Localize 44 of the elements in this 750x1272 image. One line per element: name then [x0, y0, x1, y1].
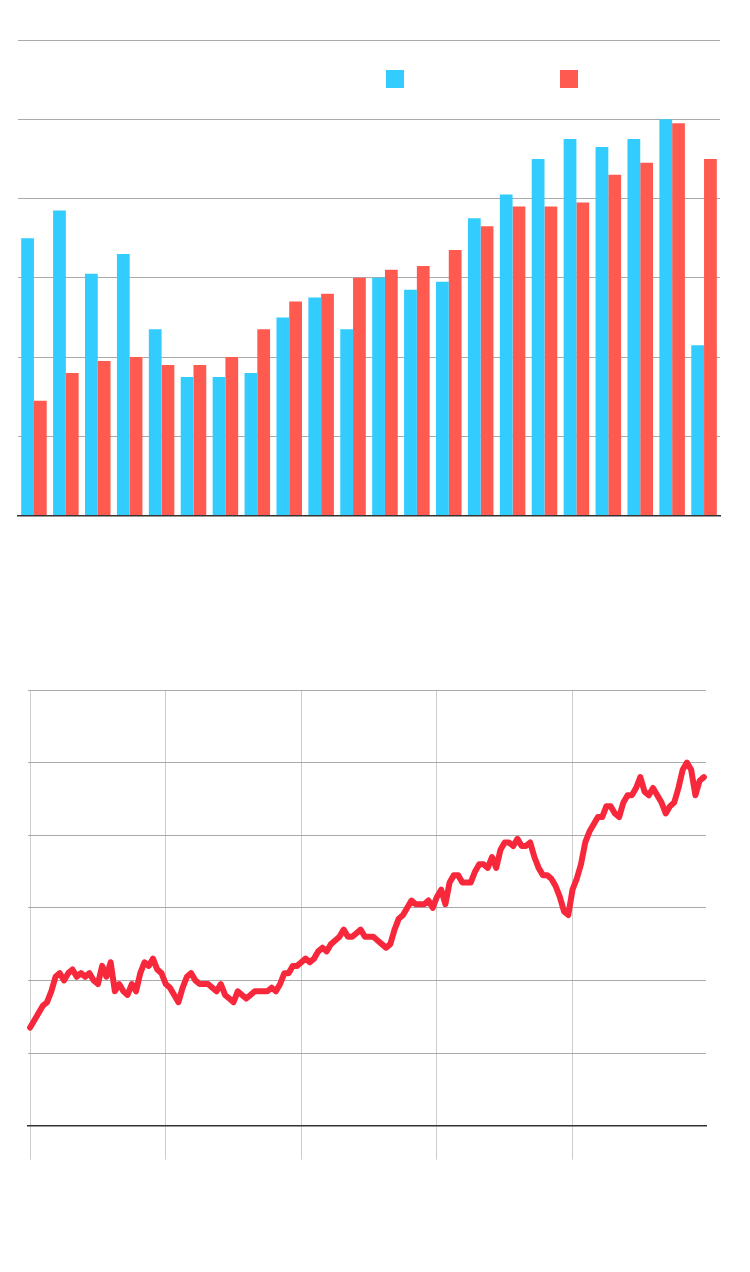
- bar: [576, 202, 590, 516]
- bar: [33, 400, 47, 516]
- bar: [212, 376, 226, 516]
- bar: [244, 372, 258, 516]
- bar: [225, 357, 239, 516]
- bar: [161, 364, 175, 516]
- bar: [659, 119, 673, 516]
- bar: [353, 277, 366, 516]
- bar: [289, 301, 302, 516]
- bar: [321, 293, 334, 516]
- bar: [608, 174, 622, 516]
- bar: [627, 139, 641, 516]
- bar: [193, 364, 207, 516]
- bar: [404, 289, 417, 516]
- bar: [544, 206, 558, 516]
- bar: [467, 218, 481, 516]
- bar: [499, 194, 513, 516]
- bar: [436, 281, 449, 516]
- bar: [563, 139, 577, 516]
- bar: [512, 206, 526, 516]
- bar: [97, 361, 111, 516]
- bar: [480, 226, 494, 516]
- bar: [340, 329, 354, 516]
- bar: [448, 250, 462, 516]
- bar: [65, 372, 79, 516]
- bar: [129, 357, 143, 516]
- bar: [704, 158, 717, 516]
- bar: [372, 277, 385, 516]
- bar: [257, 329, 271, 516]
- bar: [148, 329, 162, 516]
- bar: [384, 269, 398, 516]
- bar: [672, 123, 685, 516]
- bar: [691, 345, 705, 516]
- bar: [640, 162, 653, 516]
- bar: [53, 210, 66, 516]
- bar: [531, 158, 545, 516]
- bar: [595, 147, 609, 516]
- bar: [416, 265, 430, 516]
- bar: [276, 317, 290, 516]
- bar: [116, 254, 130, 516]
- bar: [180, 376, 194, 516]
- bar: [85, 273, 98, 516]
- bar: [21, 238, 34, 516]
- bar: [308, 297, 322, 516]
